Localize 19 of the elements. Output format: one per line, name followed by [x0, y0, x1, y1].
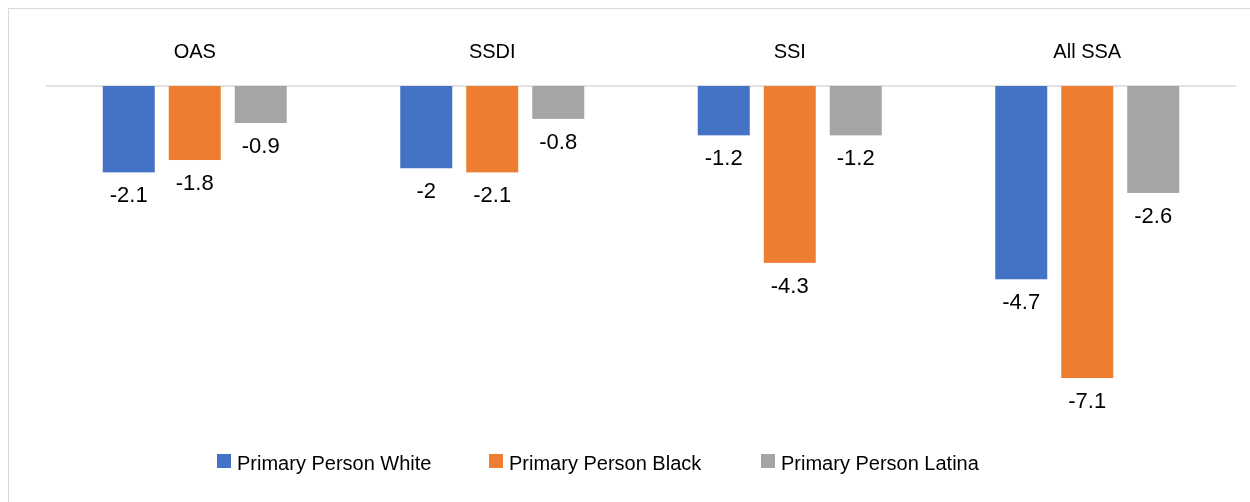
- data-label: -4.3: [770, 272, 809, 298]
- legend-label: Primary Person White: [237, 452, 432, 474]
- data-label: -0.8: [539, 128, 578, 154]
- data-label: -7.1: [1068, 388, 1107, 413]
- legend-label: Primary Person Latina: [781, 452, 980, 474]
- x-tick-label: OAS: [173, 40, 216, 62]
- data-label: -0.9: [241, 133, 280, 159]
- x-tick-label: SSI: [773, 40, 806, 62]
- x-tick-label: All SSA: [1053, 40, 1122, 62]
- data-label: -2.6: [1134, 202, 1173, 228]
- data-label: -4.7: [1002, 289, 1041, 315]
- legend-label: Primary Person Black: [509, 452, 703, 474]
- data-label: -2.1: [109, 182, 148, 208]
- data-label: -2.1: [473, 182, 512, 208]
- data-label: -1.8: [175, 170, 214, 196]
- x-tick-label: SSDI: [468, 40, 516, 62]
- data-label: -2: [416, 178, 437, 204]
- data-label: -1.2: [704, 145, 743, 171]
- data-label: -1.2: [836, 145, 875, 171]
